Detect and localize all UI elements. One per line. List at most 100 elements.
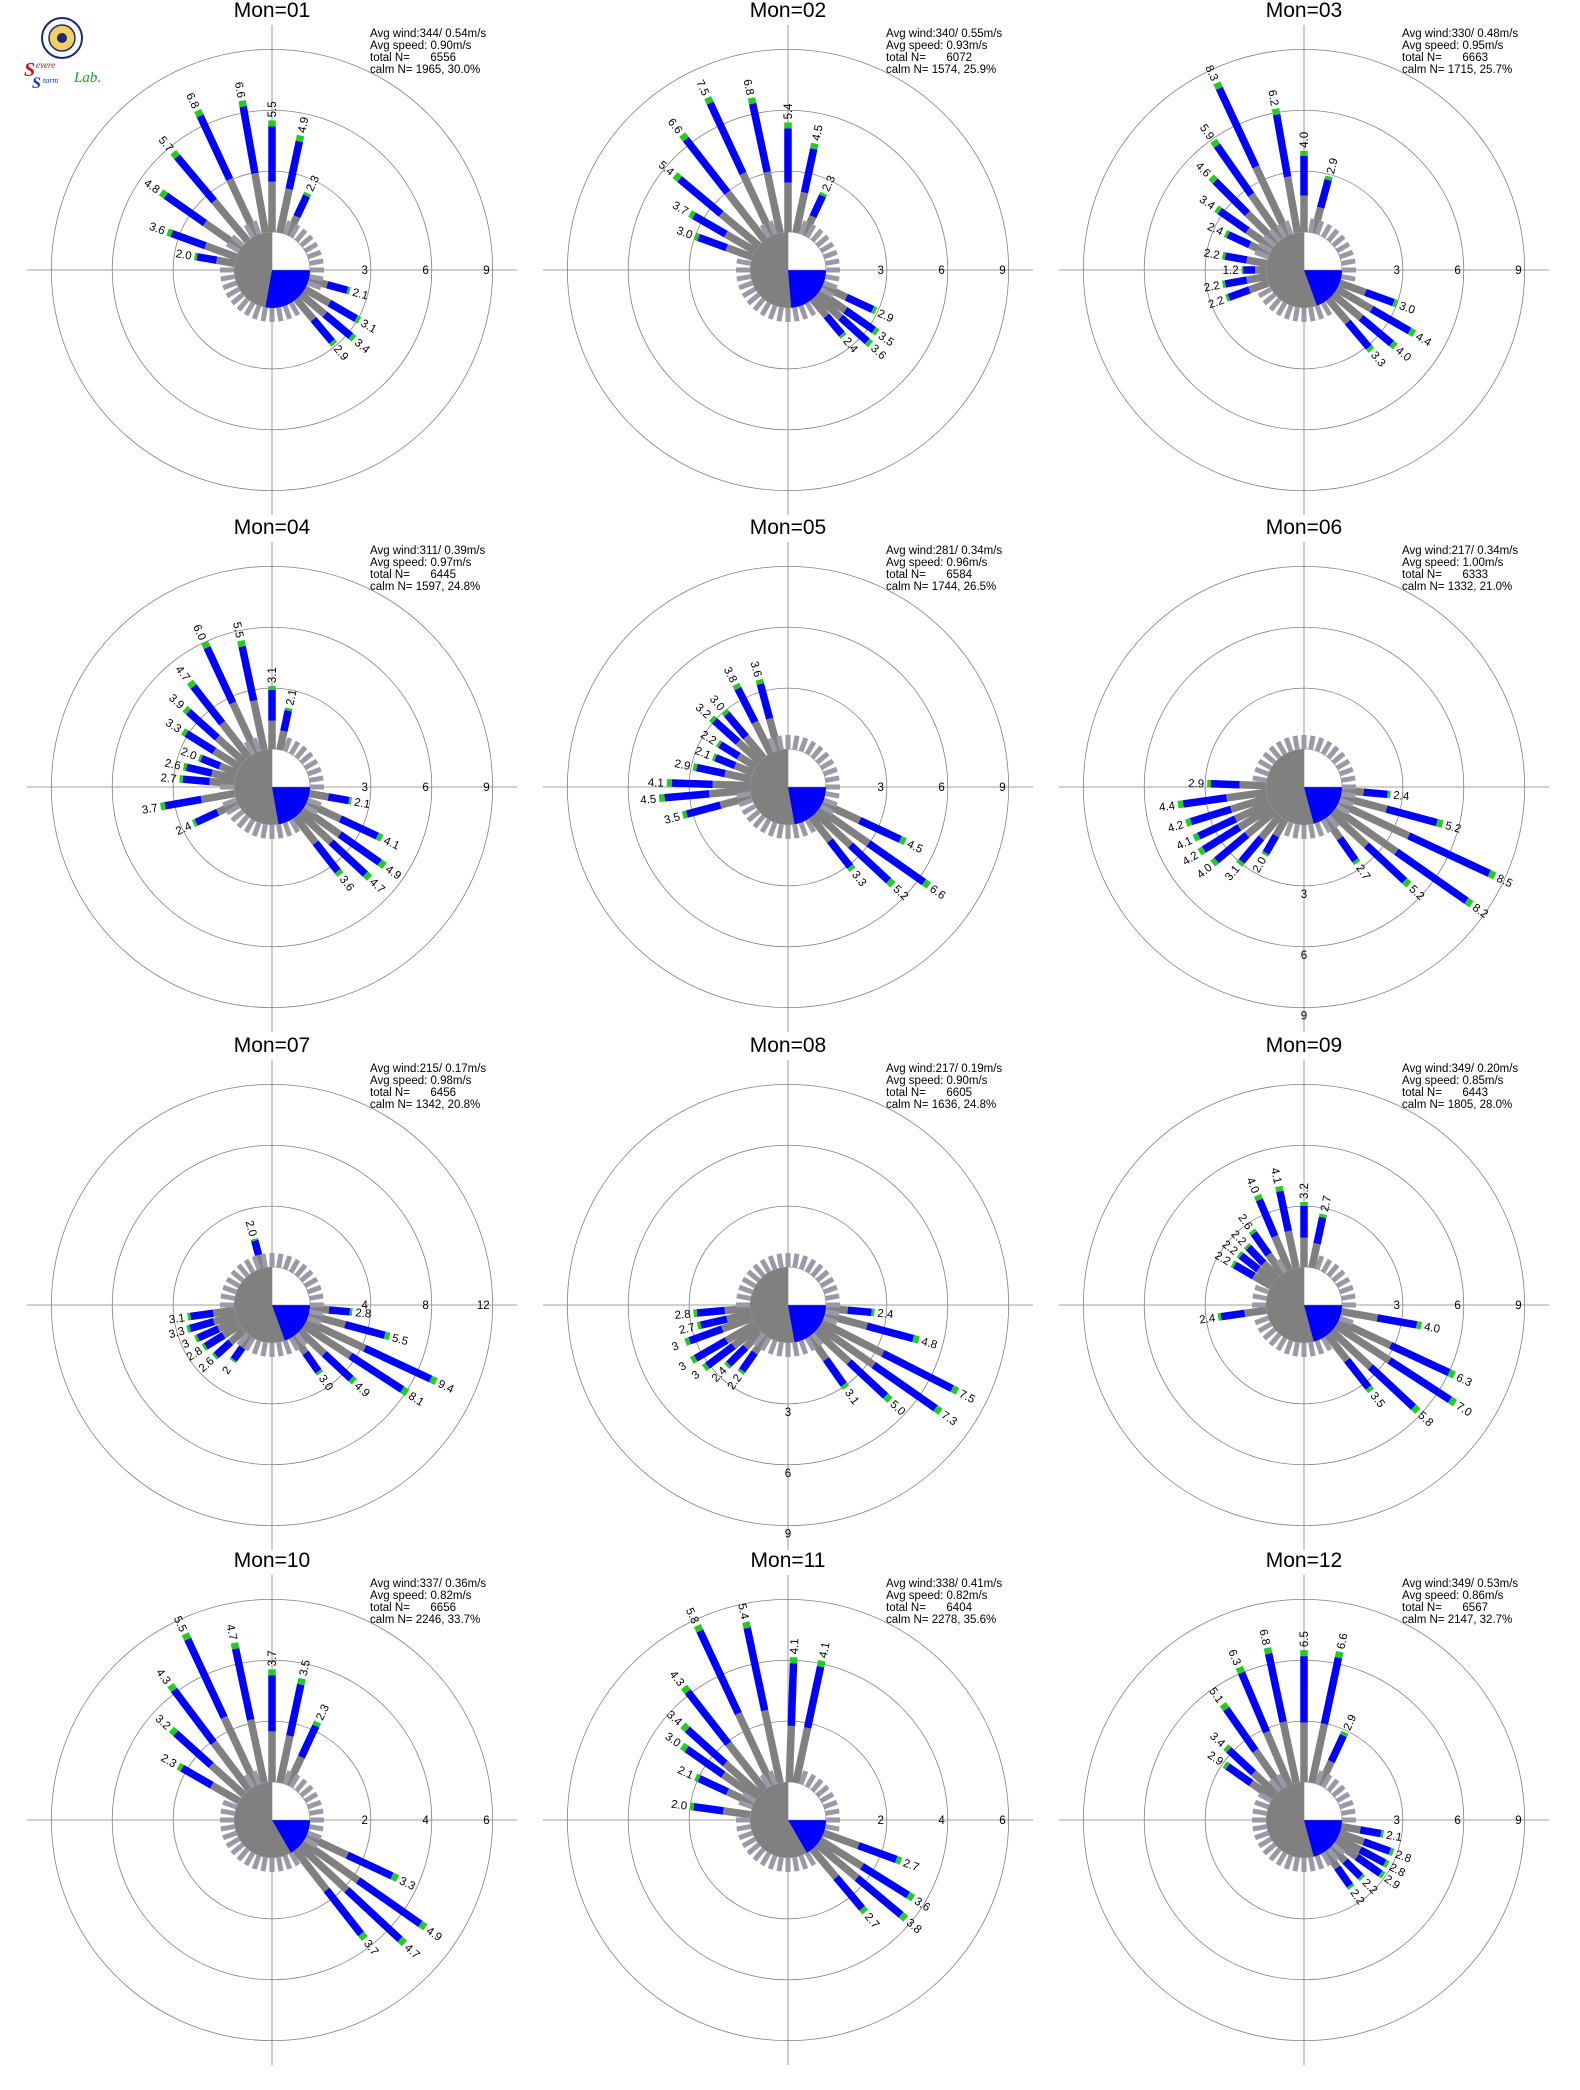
minor-bar [1301, 1343, 1307, 1357]
minor-bar [1283, 220, 1294, 236]
minor-bar [294, 1332, 308, 1347]
bar-segment-mid [1223, 1706, 1259, 1753]
bar-segment-low [724, 190, 768, 243]
bar-segment-mid [847, 1306, 872, 1317]
minor-bar [767, 1770, 778, 1786]
minor-bar [276, 306, 284, 322]
bar-segment-mid [823, 313, 845, 337]
bar-segment-high [229, 1357, 237, 1364]
bar-segment-mid [684, 1689, 732, 1746]
minor-bar [1320, 818, 1333, 834]
bar-segment-high [1380, 1829, 1385, 1838]
minor-bar [804, 1851, 817, 1867]
stat-avg-speed: Avg speed: 1.00m/s [1402, 557, 1504, 569]
bar-segment-mid [723, 711, 749, 740]
minor-bar [815, 751, 830, 765]
bar-value-label: 3.5 [663, 811, 682, 827]
minor-bar [1283, 1854, 1294, 1870]
minor-bar [243, 740, 256, 756]
stat-calm: calm N= 1744, 26.5% [886, 581, 996, 593]
bar-segment-low [1248, 279, 1270, 294]
minor-bar [288, 1258, 301, 1274]
minor-bar [1314, 737, 1325, 753]
calm-white-sector [1303, 748, 1343, 788]
bar-value-label: 2.3 [821, 174, 839, 194]
minor-bar [752, 297, 766, 312]
minor-bar [222, 1284, 238, 1295]
stat-calm: calm N= 1965, 30.0% [370, 64, 480, 76]
minor-bar [1320, 1851, 1333, 1867]
bar-segment-low [743, 734, 767, 761]
minor-bar [1342, 784, 1356, 790]
stat-avg-speed: Avg speed: 0.85m/s [1402, 1075, 1504, 1087]
bar-segment-high [871, 327, 880, 336]
bar-value-label: 5.8 [683, 1606, 701, 1626]
bar-segment-mid [706, 101, 747, 176]
minor-bar [1342, 1302, 1356, 1308]
minor-bar [1314, 1770, 1325, 1786]
bar-segment-high [838, 331, 847, 339]
speed-ring [1143, 109, 1465, 431]
bar-value-label: 3.3 [849, 869, 868, 889]
bar-segment-high [1357, 1873, 1366, 1882]
minor-bar [276, 1856, 284, 1872]
bar-segment-high [679, 132, 689, 142]
minor-bar [282, 304, 293, 320]
bar-segment-low [731, 1324, 760, 1350]
stat-total-value: 6556 [430, 52, 456, 64]
bar-segment-high [230, 1642, 240, 1650]
bar-value-label: 3.2 [153, 1713, 173, 1733]
bar-segment-high [1236, 1251, 1244, 1259]
bar-value-label: 3.3 [1368, 349, 1387, 369]
bar-segment-low [1335, 285, 1374, 313]
bar-value-label: 4.8 [920, 1336, 939, 1352]
minor-bar [1262, 1842, 1277, 1856]
bar-segment-high [284, 707, 293, 712]
bar-segment-low [218, 762, 239, 777]
minor-bar [282, 1770, 293, 1786]
bar-segment-mid [1359, 1826, 1382, 1838]
bar-segment-high [211, 1352, 219, 1360]
bar-segment-low [1245, 227, 1276, 252]
calm-sector [265, 270, 310, 308]
minor-bar [815, 234, 830, 248]
bar-segment-low [1316, 1759, 1335, 1788]
bar-segment-mid [739, 1350, 758, 1373]
bar-segment-mid [1363, 842, 1408, 884]
bar-segment-mid [230, 1345, 246, 1362]
bar-segment-mid [696, 1306, 725, 1317]
lab-logo: S evere S torm Lab. [24, 17, 101, 92]
bar-segment-low [1283, 176, 1302, 234]
bar-segment-low [1332, 1838, 1359, 1861]
minor-bar [225, 803, 241, 816]
bar-segment-low [200, 789, 236, 804]
bar-segment-mid [1358, 1846, 1387, 1867]
bar-value-label: 7.5 [957, 1388, 977, 1406]
bar-segment-low [725, 1788, 756, 1808]
bar-segment-low [292, 814, 319, 846]
bar-segment-high [859, 1905, 869, 1915]
bar-segment-high [201, 640, 211, 650]
bar-segment-low [1251, 1272, 1273, 1290]
bar-segment-low [229, 701, 260, 755]
minor-bar [282, 1255, 293, 1271]
bar-value-label: 4.9 [352, 1380, 372, 1400]
minor-bar [1301, 735, 1307, 749]
minor-bar [243, 1336, 256, 1352]
bar-value-label: 2.1 [284, 689, 299, 707]
minor-bar [220, 267, 234, 273]
bar-segment-mid [184, 1637, 228, 1719]
minor-bar [736, 258, 752, 266]
bar-segment-mid [1272, 113, 1292, 178]
calm-sector [788, 1305, 826, 1343]
bar-segment-mid [285, 140, 304, 190]
bar-segment-low [763, 171, 784, 234]
minor-bar [822, 1284, 838, 1295]
minor-bar [1338, 249, 1354, 260]
bar-segment-low [1272, 818, 1289, 838]
bar-segment-low [293, 296, 317, 322]
minor-bar [236, 1263, 250, 1278]
bar-segment-high [329, 339, 338, 347]
panel-title: Mon=04 [234, 516, 311, 539]
